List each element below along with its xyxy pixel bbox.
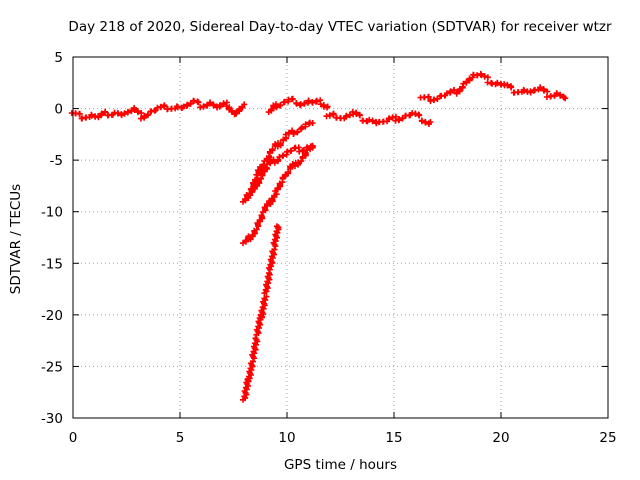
y-tick-label: 0	[54, 102, 63, 118]
data-series-track-steep-recovery	[240, 223, 282, 403]
y-tick-label: 5	[54, 50, 63, 66]
chart-title: Day 218 of 2020, Sidereal Day-to-day VTE…	[68, 19, 612, 35]
data-series-track-lower-recovery	[240, 144, 316, 247]
y-tick-label: -30	[41, 411, 63, 427]
x-tick-label: 15	[385, 430, 402, 446]
data-series-track-evening-rise	[417, 70, 569, 105]
y-tick-label: -10	[41, 205, 63, 221]
data-series-track-afternoon-trough	[323, 108, 434, 127]
x-tick-label: 10	[278, 430, 295, 446]
y-tick-label: -5	[50, 153, 63, 169]
y-tick-label: -25	[41, 359, 63, 375]
y-axis-label: SDTVAR / TECUs	[8, 183, 24, 295]
data-series-track-middle-recovery	[244, 142, 316, 200]
y-tick-label: -15	[41, 256, 63, 272]
data-series-track-baseline-morning	[68, 97, 248, 122]
data-series-track-midday-arc	[265, 95, 331, 116]
x-tick-label: 20	[492, 430, 509, 446]
x-tick-label: 5	[176, 430, 185, 446]
x-tick-label: 0	[69, 430, 78, 446]
x-axis-label: GPS time / hours	[283, 457, 398, 473]
plot-frame	[72, 56, 609, 419]
y-tick-label: -20	[41, 308, 63, 324]
x-tick-label: 25	[599, 430, 616, 446]
